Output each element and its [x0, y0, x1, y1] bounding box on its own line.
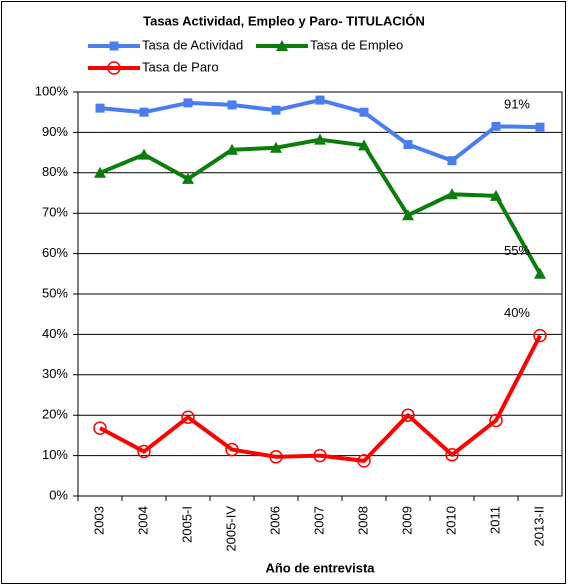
y-tick-label: 50% [42, 285, 68, 300]
marker [491, 121, 501, 131]
marker [446, 188, 458, 200]
marker [534, 267, 546, 279]
marker [227, 100, 237, 110]
chart-title: Tasas Actividad, Empleo y Paro- TITULACI… [143, 13, 425, 28]
marker [137, 444, 151, 459]
marker [533, 328, 547, 343]
marker [181, 410, 195, 424]
marker [139, 107, 149, 117]
y-tick-label: 100% [35, 83, 69, 98]
data-label: 91% [504, 97, 530, 112]
marker [403, 140, 413, 150]
marker [109, 41, 119, 51]
marker [358, 139, 370, 151]
y-tick-label: 70% [42, 205, 68, 220]
marker [359, 107, 369, 117]
y-tick-label: 10% [42, 447, 68, 462]
legend-label: Tasa de Empleo [310, 37, 403, 52]
marker [270, 141, 282, 153]
marker [401, 408, 415, 422]
x-tick-label: 2011 [487, 506, 502, 534]
data-label: 55% [504, 243, 530, 258]
x-axis-title: Año de entrevista [265, 560, 375, 575]
y-tick-label: 40% [42, 326, 68, 341]
marker [445, 448, 459, 462]
x-tick-label: 2004 [135, 506, 150, 535]
x-tick-label: 2013-II [531, 506, 546, 546]
legend-label: Tasa de Actividad [142, 37, 243, 52]
y-tick-label: 20% [42, 407, 68, 422]
y-tick-label: 30% [42, 366, 68, 381]
marker [225, 442, 239, 457]
marker [94, 166, 106, 178]
x-tick-label: 2006 [267, 506, 282, 535]
marker [182, 172, 194, 184]
y-tick-label: 60% [42, 245, 68, 260]
marker [271, 105, 281, 115]
marker [93, 421, 107, 435]
y-tick-label: 80% [42, 164, 68, 179]
marker [95, 103, 105, 113]
marker [535, 122, 545, 132]
marker [138, 148, 150, 160]
marker [226, 143, 238, 155]
x-tick-label: 2007 [311, 506, 326, 535]
marker [276, 40, 288, 51]
y-tick-label: 90% [42, 124, 68, 139]
legend-label: Tasa de Paro [142, 59, 219, 74]
marker [269, 450, 283, 464]
marker [313, 448, 327, 463]
x-tick-label: 2009 [399, 506, 414, 535]
marker [447, 156, 457, 166]
marker [107, 61, 121, 75]
x-tick-label: 2005-I [179, 506, 194, 543]
marker [357, 454, 371, 468]
marker [489, 413, 503, 428]
series-line [99, 334, 542, 463]
marker [402, 209, 414, 221]
marker [490, 189, 502, 201]
marker [315, 95, 325, 105]
y-tick-label: 0% [49, 487, 68, 502]
marker [183, 98, 193, 108]
x-tick-label: 2008 [355, 506, 370, 535]
marker [314, 133, 326, 145]
x-tick-label: 2003 [91, 506, 106, 535]
x-tick-label: 2010 [443, 506, 458, 535]
x-tick-label: 2005-IV [223, 506, 238, 552]
data-label: 40% [504, 305, 530, 320]
